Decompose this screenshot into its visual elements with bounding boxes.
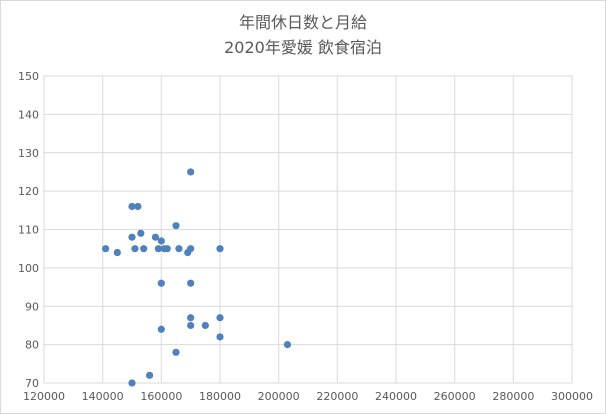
y-tick-label: 140	[18, 108, 39, 121]
y-tick-label: 130	[18, 147, 39, 160]
x-tick-label: 220000	[316, 390, 358, 403]
data-point	[216, 333, 224, 341]
chart-title-line-1: 年間休日数と月給	[239, 13, 367, 32]
x-tick-label: 140000	[82, 390, 124, 403]
data-point	[175, 245, 183, 253]
data-point	[128, 233, 136, 241]
data-point	[151, 233, 160, 241]
data-point	[283, 341, 292, 349]
data-point	[187, 279, 195, 287]
data-points	[102, 168, 292, 387]
data-point	[187, 321, 195, 330]
y-tick-label: 80	[25, 339, 39, 352]
data-point	[140, 245, 148, 253]
data-point	[157, 279, 165, 287]
y-tick-label: 100	[18, 262, 39, 275]
x-tick-label: 200000	[258, 390, 300, 403]
data-point	[102, 245, 110, 253]
y-tick-label: 70	[25, 377, 39, 390]
x-tick-label: 280000	[492, 390, 534, 403]
y-axis-ticks: 70 80 90 100 110 120 130 140 150	[18, 70, 39, 390]
data-point	[163, 245, 171, 253]
data-point	[187, 168, 195, 176]
data-point	[201, 321, 209, 330]
chart-title: 年間休日数と月給 2020年愛媛 飲食宿泊	[224, 13, 382, 57]
data-point	[131, 245, 139, 253]
grid	[43, 75, 573, 384]
data-point	[146, 371, 154, 379]
chart-title-line-2: 2020年愛媛 飲食宿泊	[224, 38, 382, 57]
y-tick-label: 120	[18, 185, 39, 198]
data-point	[157, 325, 165, 333]
y-tick-label: 150	[18, 70, 39, 83]
data-point	[172, 348, 180, 356]
data-point	[128, 379, 136, 387]
data-point	[172, 222, 180, 230]
data-point	[128, 202, 136, 211]
y-tick-label: 110	[18, 224, 39, 237]
data-point	[157, 237, 165, 245]
data-point	[137, 229, 145, 237]
x-tick-label: 260000	[434, 390, 476, 403]
data-point	[113, 248, 121, 257]
x-tick-label: 120000	[23, 390, 65, 403]
y-tick-label: 90	[25, 300, 39, 313]
x-tick-label: 300000	[551, 390, 593, 403]
data-point	[134, 202, 142, 211]
data-point	[154, 245, 162, 253]
x-tick-label: 180000	[199, 390, 241, 403]
x-axis-ticks: 120000 140000 160000 180000 200000 220000 2400…	[23, 390, 593, 403]
data-point	[216, 245, 224, 253]
data-point	[216, 314, 224, 322]
x-tick-label: 240000	[375, 390, 417, 403]
data-point	[187, 245, 195, 253]
data-point	[187, 314, 195, 322]
x-tick-label: 160000	[140, 390, 182, 403]
